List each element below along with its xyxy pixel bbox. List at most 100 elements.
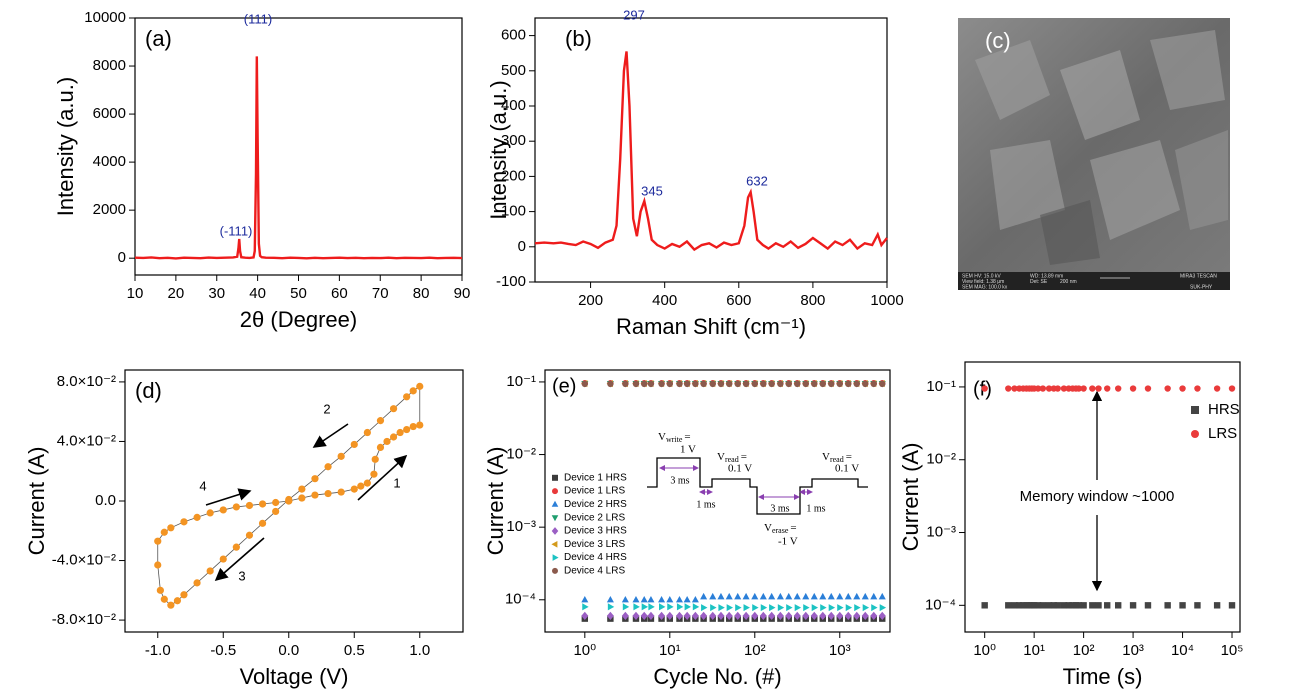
marker <box>658 596 665 602</box>
marker <box>667 381 673 387</box>
marker <box>845 381 851 387</box>
marker <box>786 381 792 387</box>
marker <box>351 485 358 492</box>
y-tick-label: -100 <box>496 273 526 290</box>
marker <box>981 385 987 391</box>
marker <box>174 597 181 604</box>
legend-label: Device 3 HRS <box>564 526 627 537</box>
y-tick-label: 8000 <box>93 57 126 74</box>
x-axis-label: Voltage (V) <box>240 664 349 689</box>
marker <box>777 381 783 387</box>
y-tick-label: 4000 <box>93 153 126 170</box>
x-tick-label: 400 <box>652 292 677 309</box>
x-tick-label: 70 <box>372 285 389 302</box>
marker <box>846 604 852 611</box>
marker <box>768 381 774 387</box>
x-axis-label: Time (s) <box>1063 664 1143 689</box>
marker <box>608 603 614 610</box>
marker <box>397 429 404 436</box>
legend-label: Device 2 LRS <box>564 512 625 523</box>
marker <box>862 593 869 599</box>
marker <box>794 381 800 387</box>
marker <box>1055 602 1061 608</box>
panel-label: (c) <box>985 28 1011 53</box>
marker <box>233 544 240 551</box>
x-tick-label: 30 <box>208 285 225 302</box>
y-tick-label: 10⁻³ <box>926 523 956 540</box>
marker <box>819 593 826 599</box>
marker <box>1055 385 1061 391</box>
legend-label: Device 4 HRS <box>564 552 627 563</box>
marker <box>285 497 292 504</box>
marker <box>623 603 629 610</box>
y-tick-label: 0.0 <box>95 492 116 509</box>
marker <box>836 593 843 599</box>
inset-eq: = <box>741 451 747 463</box>
marker <box>811 593 818 599</box>
marker <box>351 441 358 448</box>
x-tick-label: 200 <box>578 292 603 309</box>
inset-duration: 3 ms <box>770 503 789 514</box>
marker <box>161 529 168 536</box>
x-tick-label: 10¹ <box>1023 642 1045 659</box>
marker <box>743 593 750 599</box>
x-tick-label: 60 <box>331 285 348 302</box>
marker <box>829 604 835 611</box>
y-tick-label: -8.0×10⁻² <box>52 611 116 628</box>
marker <box>820 381 826 387</box>
y-tick-label: 10⁻² <box>506 446 536 463</box>
legend-marker <box>551 541 557 548</box>
marker <box>693 603 699 610</box>
marker <box>377 417 384 424</box>
marker <box>311 491 318 498</box>
y-tick-label: 600 <box>501 27 526 44</box>
sem-info: 200 nm <box>1060 279 1077 285</box>
marker <box>403 426 410 433</box>
marker <box>220 506 227 513</box>
y-axis-label: Current (A) <box>24 447 49 556</box>
marker <box>794 593 801 599</box>
marker <box>1214 602 1220 608</box>
marker <box>641 381 647 387</box>
marker <box>879 593 886 599</box>
marker <box>735 381 741 387</box>
marker <box>726 593 733 599</box>
legend-marker <box>1191 430 1199 438</box>
figure: SEM HV: 15.0 kV WD: 13.89 mm MIRA3 TESCA… <box>0 0 1293 695</box>
sem-info: Det: SE <box>1030 279 1048 285</box>
marker <box>677 603 683 610</box>
marker <box>1005 385 1011 391</box>
marker <box>383 438 390 445</box>
y-tick-label: 0 <box>118 249 126 266</box>
marker <box>581 596 588 602</box>
marker <box>752 381 758 387</box>
x-tick-label: 10³ <box>829 642 851 659</box>
y-tick-label: 8.0×10⁻² <box>57 373 116 390</box>
inset-subscript: write <box>666 435 683 444</box>
marker <box>1145 385 1151 391</box>
marker <box>1040 385 1046 391</box>
x-tick-label: 10¹ <box>659 642 681 659</box>
x-tick-label: 10³ <box>1122 642 1144 659</box>
marker <box>760 381 766 387</box>
marker <box>802 593 809 599</box>
data-line <box>135 56 462 258</box>
marker <box>410 423 417 430</box>
marker <box>735 604 741 611</box>
y-tick-label: 0 <box>518 238 526 255</box>
marker <box>298 494 305 501</box>
marker <box>700 381 706 387</box>
marker <box>1164 385 1170 391</box>
plot-frame <box>125 370 463 632</box>
y-tick-label: 10⁻⁴ <box>505 591 536 608</box>
marker <box>837 604 843 611</box>
marker <box>828 381 834 387</box>
marker <box>710 381 716 387</box>
marker <box>193 579 200 586</box>
y-tick-label: 10⁻³ <box>506 518 536 535</box>
marker <box>870 593 877 599</box>
marker <box>667 603 673 610</box>
inset-level: -1 V <box>778 536 798 548</box>
legend-marker <box>552 501 559 507</box>
legend-label: Device 1 LRS <box>564 486 625 497</box>
